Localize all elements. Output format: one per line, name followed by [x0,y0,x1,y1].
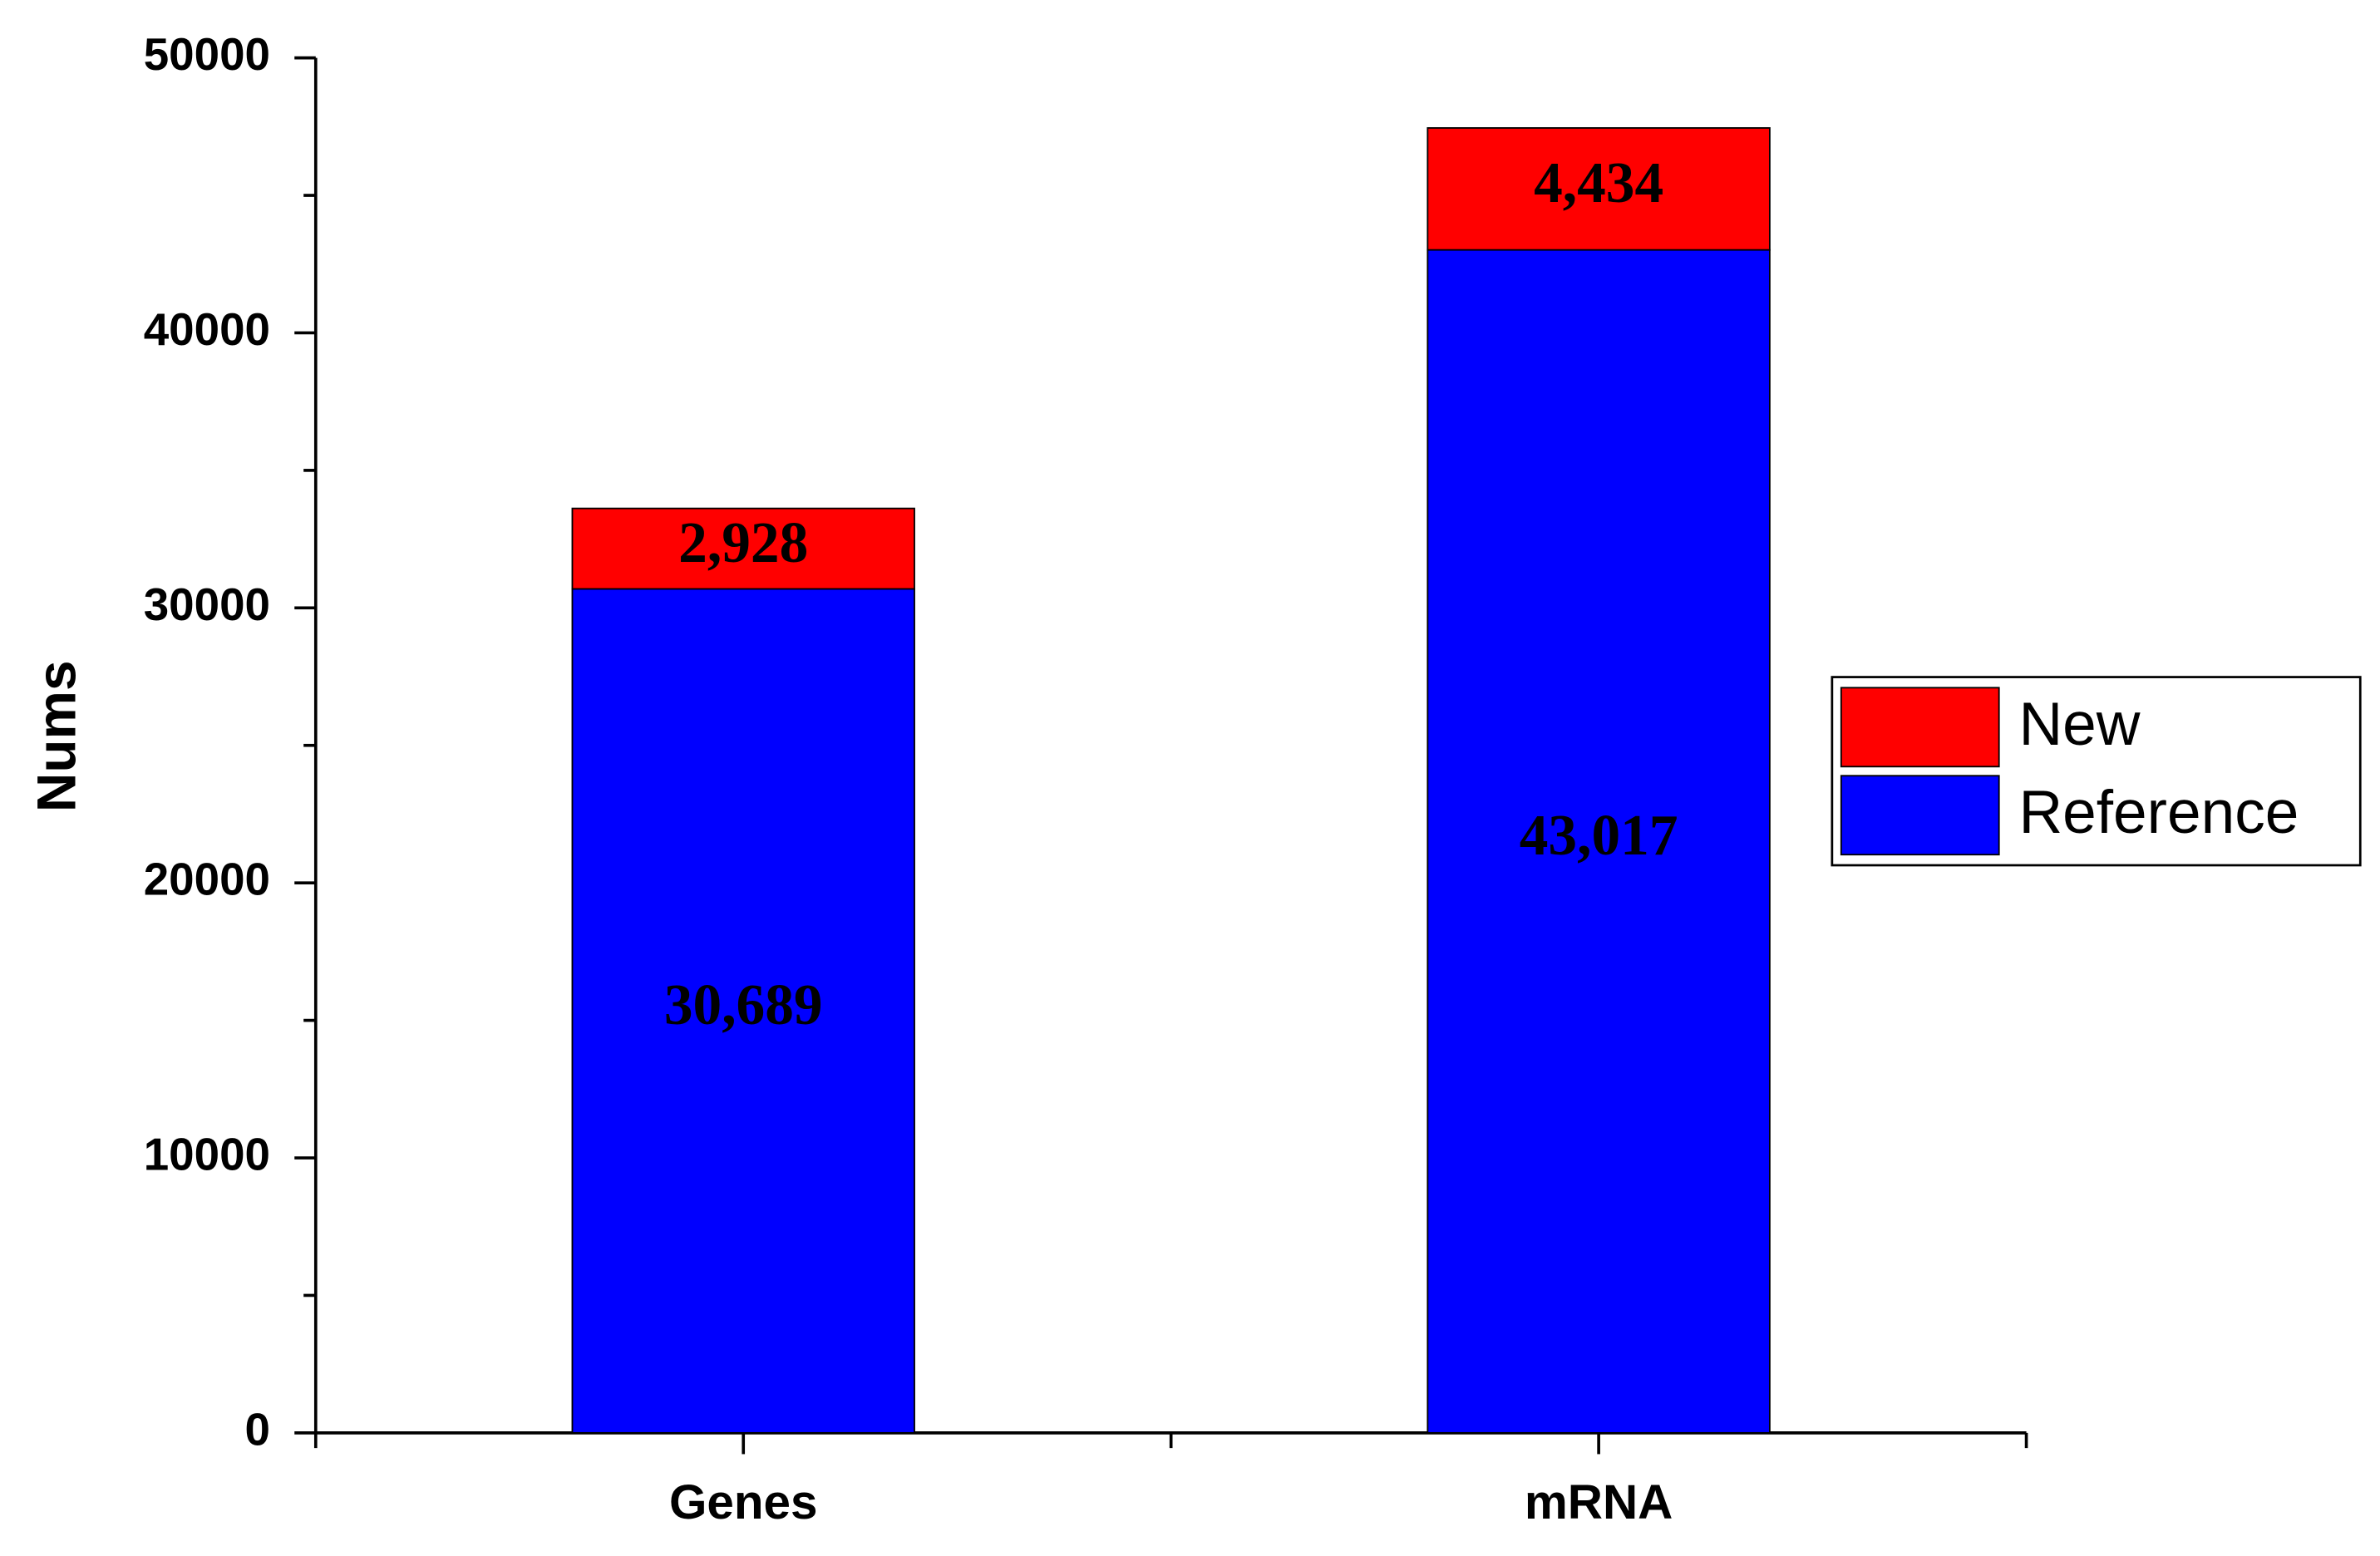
bar-segment [571,507,915,590]
bar-segment [1427,127,1771,251]
legend-label: Reference [2018,779,2299,846]
y-tick-label: 20000 [144,854,270,905]
bar-segment [571,588,915,1434]
legend-label: New [2018,691,2140,758]
y-tick-label: 50000 [144,28,270,80]
value-label: 4,434 [1534,151,1663,215]
x-tick-label: Genes [669,1475,818,1529]
value-label: 30,689 [664,973,823,1037]
y-tick-label: 0 [245,1403,270,1455]
y-tick-label: 40000 [144,303,270,355]
value-label: 2,928 [678,511,808,575]
y-axis-label: Nums [25,660,86,812]
y-tick-label: 30000 [144,579,270,630]
x-tick-label: mRNA [1525,1475,1673,1529]
legend-swatch [1840,775,2000,856]
value-label: 43,017 [1520,804,1678,868]
legend-swatch [1840,687,2000,768]
y-tick-label: 10000 [144,1128,270,1179]
bar-segment [1427,249,1771,1434]
